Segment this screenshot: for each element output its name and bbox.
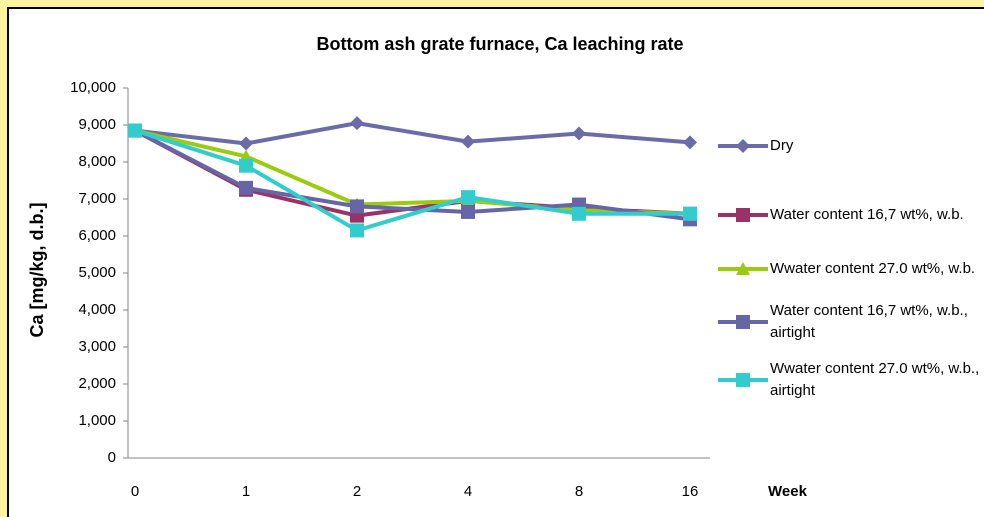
x-tick-label: 0 (131, 483, 139, 500)
marker (572, 206, 586, 221)
legend-label: Wwater content 27.0 wt%, w.b. (770, 260, 976, 277)
marker (736, 139, 750, 153)
y-axis-title: Ca [mg/kg, d.b.] (27, 203, 47, 338)
y-tick-label: 10,000 (70, 79, 116, 96)
y-tick-label: 6,000 (78, 227, 116, 244)
marker (239, 158, 253, 173)
marker (350, 116, 364, 131)
y-tick-label: 0 (108, 449, 116, 466)
marker (350, 199, 364, 214)
x-tick-label: 1 (242, 483, 250, 500)
y-tick-label: 1,000 (78, 412, 116, 429)
x-tick-label: 4 (464, 483, 472, 500)
marker (736, 373, 750, 387)
y-tick-label: 3,000 (78, 338, 116, 355)
marker (683, 135, 697, 150)
marker (239, 180, 253, 195)
legend-label: Wwater content 27.0 wt%, w.b., airtight (770, 360, 980, 399)
marker (128, 123, 142, 138)
legend-label: Dry (770, 137, 794, 154)
marker (350, 223, 364, 238)
marker (572, 126, 586, 141)
x-axis-title: Week (768, 483, 808, 500)
marker (736, 262, 750, 275)
marker (736, 315, 750, 329)
series-line (134, 128, 691, 216)
y-tick-label: 4,000 (78, 301, 116, 318)
y-tick-label: 5,000 (78, 264, 116, 281)
chart-title: Bottom ash grate furnace, Ca leaching ra… (316, 34, 683, 54)
y-tick-label: 7,000 (78, 190, 116, 207)
marker (461, 204, 475, 219)
legend-label: Water content 16,7 wt%, w.b. (770, 206, 964, 223)
marker (461, 190, 475, 205)
y-tick-label: 8,000 (78, 153, 116, 170)
series-line (134, 128, 690, 233)
series-line (134, 121, 691, 146)
y-tick-label: 2,000 (78, 375, 116, 392)
series-line (134, 128, 691, 222)
x-tick-label: 2 (353, 483, 361, 500)
y-tick-label: 9,000 (78, 116, 116, 133)
marker (239, 136, 253, 151)
marker (683, 206, 697, 221)
x-tick-label: 8 (575, 483, 583, 500)
marker (736, 208, 750, 222)
marker (461, 134, 475, 149)
chart-frame (7, 7, 984, 517)
legend-label: Water content 16,7 wt%, w.b., airtight (770, 302, 968, 341)
x-tick-label: 16 (682, 483, 699, 500)
